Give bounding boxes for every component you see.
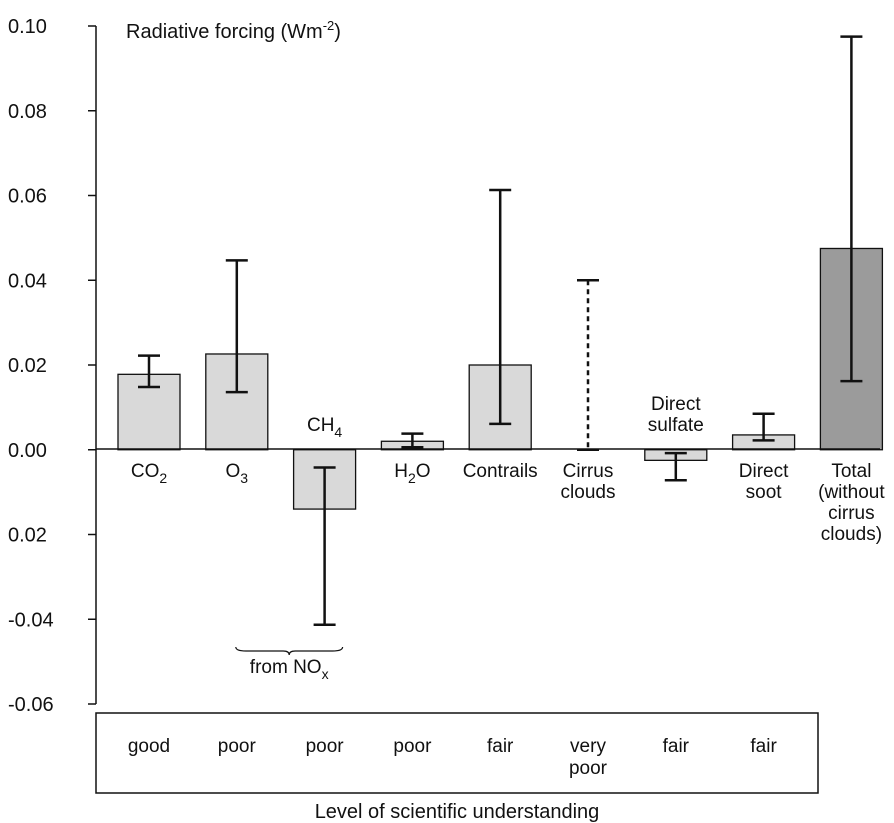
chart-title: Radiative forcing (Wm-2) (126, 18, 341, 43)
category-label-h2o-part: O (416, 461, 431, 482)
category-label-o3: O3 (226, 461, 249, 486)
understanding-direct-soot: fair (750, 736, 777, 757)
y-tick-label: 0.10 (8, 16, 47, 38)
y-tick-label: 0.06 (8, 186, 47, 208)
understanding-word: fair (750, 736, 777, 757)
bracket-label-part: from NO (250, 657, 322, 678)
x-axis-label: Level of scientific understanding (315, 801, 600, 823)
category-label-total-without-cirrus-clouds-part: cirrus (828, 503, 874, 524)
category-label-total-without-cirrus-clouds: Total (without cirrus clouds) (818, 461, 885, 545)
y-tick-label: 0.02 (8, 355, 47, 377)
y-axis: 0.10 0.08 0.06 0.04 0.02 0.00 0.02 -0.04 -0.06 (8, 16, 97, 716)
understanding-word: poor (218, 736, 257, 757)
category-label-ch4-part: CH (307, 415, 334, 436)
understanding-o3: poor (218, 736, 257, 757)
category-label-cirrus-clouds-part: Cirrus (563, 461, 614, 482)
category-label-direct-sulfate: Direct sulfate (648, 394, 704, 436)
y-tick-label: 0.00 (8, 440, 47, 462)
y-tick-label: 0.04 (8, 270, 47, 292)
understanding-word: fair (663, 736, 690, 757)
category-label-h2o-part: 2 (408, 470, 416, 486)
category-label-direct-soot: Direct soot (739, 461, 789, 503)
understanding-h2o: poor (393, 736, 432, 757)
error-bars-layer (138, 35, 863, 627)
category-label-o3-part: O (226, 461, 241, 482)
category-label-direct-sulfate-part: Direct (651, 394, 701, 415)
bracket-label: from NOx (250, 657, 329, 682)
category-label-cirrus-clouds-part: clouds (561, 482, 616, 503)
category-label-direct-soot-part: soot (746, 482, 783, 503)
category-label-direct-sulfate-part: sulfate (648, 415, 704, 436)
y-tick-label: 0.02 (8, 525, 47, 547)
category-label-h2o-part: H (394, 461, 408, 482)
category-label-contrails: Contrails (463, 461, 538, 482)
category-label-ch4-part: 4 (334, 424, 342, 440)
category-label-h2o: H2O (394, 461, 430, 486)
category-label-total-without-cirrus-clouds-part: (without (818, 482, 885, 503)
category-label-contrails-part: Contrails (463, 461, 538, 482)
understanding-word: very (570, 736, 606, 757)
chart-title-superscript: -2 (323, 18, 335, 33)
category-label-co2: CO2 (131, 461, 168, 486)
from-nox-bracket: from NOx (235, 646, 344, 682)
understanding-word: poor (393, 736, 432, 757)
understanding-box (95, 712, 819, 794)
understanding-word: poor (569, 758, 608, 779)
understanding-co2: good (128, 736, 170, 757)
understanding-cirrus-clouds: very poor (569, 736, 608, 779)
understanding-ch4: poor (306, 736, 345, 757)
y-tick-label: -0.06 (8, 694, 54, 716)
category-label-cirrus-clouds: Cirrus clouds (561, 461, 616, 503)
y-tick-label: -0.04 (8, 609, 54, 631)
bracket-label-part: x (322, 666, 329, 682)
understanding-word: good (128, 736, 170, 757)
category-label-direct-soot-part: Direct (739, 461, 789, 482)
brace-path (235, 646, 344, 656)
chart-title-text: Radiative forcing (Wm (126, 21, 323, 43)
understanding-contrails: fair (487, 736, 514, 757)
category-label-total-without-cirrus-clouds-part: clouds) (821, 524, 882, 545)
category-label-co2-part: CO (131, 461, 160, 482)
chart-title-close: ) (334, 21, 341, 43)
category-label-total-without-cirrus-clouds-part: Total (831, 461, 871, 482)
category-label-co2-part: 2 (159, 470, 167, 486)
y-tick-label: 0.08 (8, 101, 47, 123)
category-label-ch4: CH4 (307, 415, 342, 440)
understanding-direct-sulfate: fair (663, 736, 690, 757)
understanding-word: fair (487, 736, 514, 757)
understanding-word: poor (306, 736, 345, 757)
category-label-o3-part: 3 (240, 470, 248, 486)
